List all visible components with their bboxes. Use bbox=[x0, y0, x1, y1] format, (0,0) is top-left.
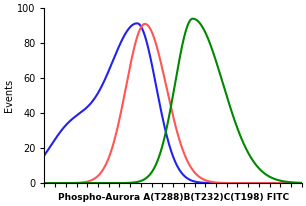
X-axis label: Phospho-Aurora A(T288)B(T232)C(T198) FITC: Phospho-Aurora A(T288)B(T232)C(T198) FIT… bbox=[58, 193, 289, 202]
Y-axis label: Events: Events bbox=[4, 79, 14, 112]
